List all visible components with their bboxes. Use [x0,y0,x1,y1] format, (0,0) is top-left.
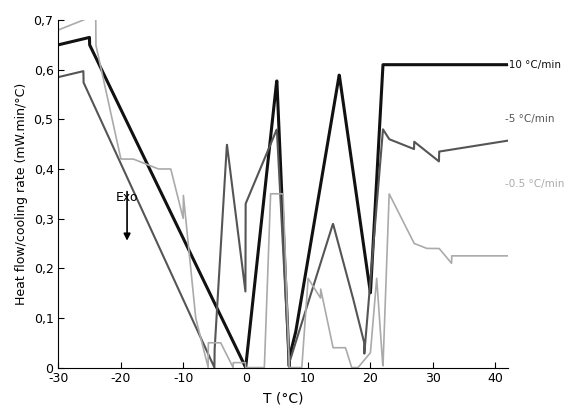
Line: -0.5 °C/min: -0.5 °C/min [58,15,508,368]
-0.5 °C/min [492,253,499,258]
-10 °C/min [409,62,416,67]
-10 °C/min [55,42,62,47]
-10 °C/min [504,62,511,67]
-0.5 °C/min [504,253,511,258]
-0.5 °C/min [55,27,62,32]
-10 °C/min [262,182,269,187]
-0.5 °C/min [274,191,281,196]
-10 °C/min [242,365,249,370]
-5 °C/min [492,140,499,145]
Text: -5 °C/min: -5 °C/min [505,114,554,124]
X-axis label: T (°C): T (°C) [263,391,303,405]
Text: Exo: Exo [116,191,138,204]
-10 °C/min [78,37,85,42]
Line: -10 °C/min: -10 °C/min [58,37,508,368]
-0.5 °C/min [262,335,269,340]
Text: -10 °C/min: -10 °C/min [505,60,560,70]
-5 °C/min [80,68,87,74]
-0.5 °C/min [92,13,99,18]
-10 °C/min [86,35,93,40]
-5 °C/min [211,365,218,370]
-10 °C/min [492,62,499,67]
-5 °C/min [492,140,499,145]
-0.5 °C/min [492,253,499,258]
Text: -0.5 °C/min: -0.5 °C/min [505,179,564,189]
-5 °C/min [78,69,85,74]
-5 °C/min [409,146,416,151]
-5 °C/min [262,154,269,159]
Line: -5 °C/min: -5 °C/min [58,71,508,368]
-5 °C/min [274,136,281,142]
-0.5 °C/min [242,365,249,370]
-0.5 °C/min [409,238,416,243]
-5 °C/min [55,75,62,80]
Y-axis label: Heat flow/cooling rate (mW.min/°C): Heat flow/cooling rate (mW.min/°C) [15,83,28,305]
-5 °C/min [504,138,511,143]
-0.5 °C/min [78,18,85,24]
-10 °C/min [492,62,499,67]
-10 °C/min [274,89,281,94]
